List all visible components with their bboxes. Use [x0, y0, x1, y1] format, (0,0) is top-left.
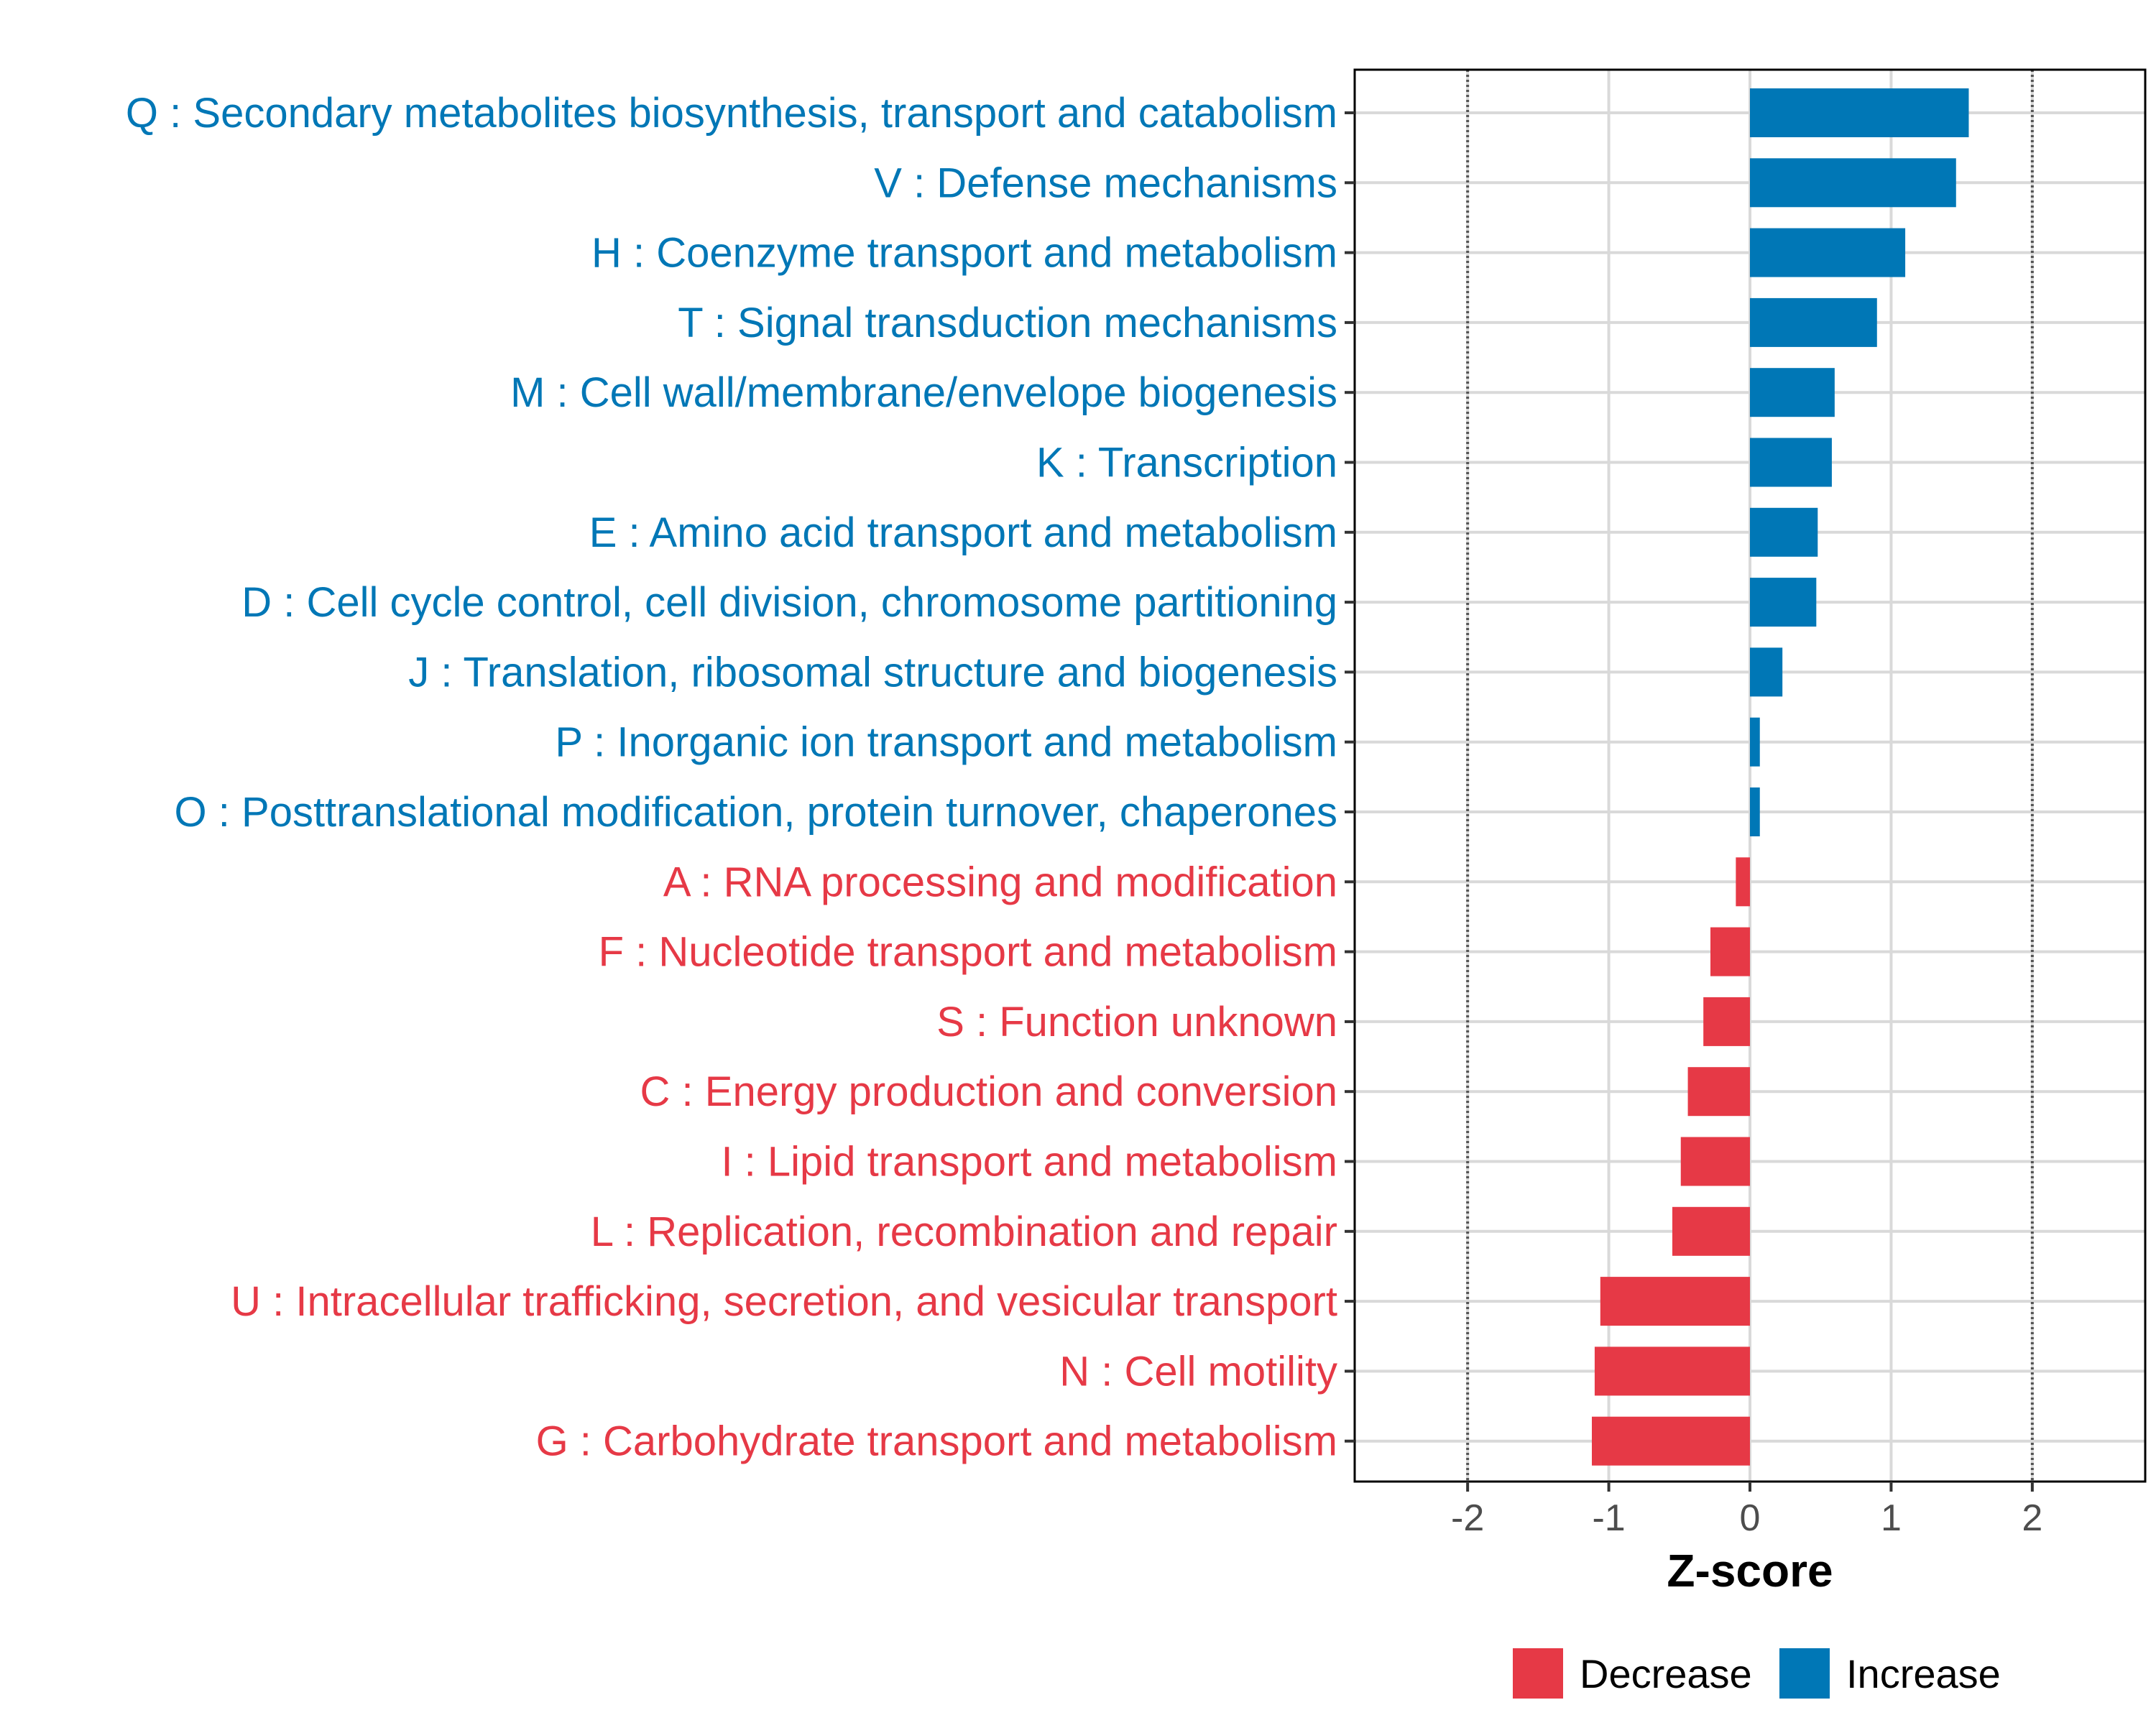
bar-decrease: [1594, 1346, 1750, 1396]
x-axis: -2 -1 0 1 2: [1451, 1482, 2042, 1539]
x-tick-label: -1: [1592, 1497, 1625, 1539]
category-label: D : Cell cycle control, cell division, c…: [241, 579, 1337, 626]
bar-decrease: [1687, 1067, 1750, 1117]
category-label: L : Replication, recombination and repai…: [591, 1209, 1337, 1255]
bar-decrease: [1710, 927, 1750, 976]
legend-label-increase: Increase: [1846, 1651, 2001, 1696]
category-label: N : Cell motility: [1059, 1348, 1337, 1395]
bar-increase: [1750, 368, 1835, 417]
category-label: P : Inorganic ion transport and metaboli…: [555, 719, 1337, 766]
bar-decrease: [1736, 857, 1750, 907]
category-label: F : Nucleotide transport and metabolism: [599, 929, 1337, 976]
bar-decrease: [1703, 997, 1750, 1046]
bar-increase: [1750, 228, 1906, 277]
bar-increase: [1750, 88, 1969, 137]
category-label: H : Coenzyme transport and metabolism: [591, 230, 1337, 277]
x-tick-label: 0: [1740, 1497, 1761, 1539]
x-tick-label: 2: [2022, 1497, 2042, 1539]
bar-increase: [1750, 647, 1783, 697]
bar-layer: [1592, 88, 1969, 1466]
reference-lines: [1466, 70, 2034, 1482]
x-axis-title: Z-score: [1667, 1545, 1833, 1597]
category-label: J : Translation, ribosomal structure and…: [408, 649, 1337, 696]
x-tick-label: -2: [1451, 1497, 1484, 1539]
legend-label-decrease: Decrease: [1580, 1651, 1752, 1696]
category-label: U : Intracellular trafficking, secretion…: [231, 1278, 1337, 1325]
legend: Decrease Increase: [1513, 1648, 2001, 1699]
category-label: K : Transcription: [1036, 440, 1337, 486]
category-label: E : Amino acid transport and metabolism: [589, 509, 1337, 556]
bar-decrease: [1600, 1277, 1750, 1326]
category-label: V : Defense mechanisms: [874, 160, 1337, 206]
bar-increase: [1750, 578, 1817, 627]
category-label: M : Cell wall/membrane/envelope biogenes…: [510, 369, 1337, 416]
bar-increase: [1750, 717, 1760, 767]
legend-swatch-increase: [1779, 1648, 1830, 1699]
category-label: S : Function unknown: [936, 999, 1337, 1045]
bar-increase: [1750, 787, 1760, 836]
legend-swatch-decrease: [1513, 1648, 1563, 1699]
category-label: Q : Secondary metabolites biosynthesis, …: [126, 90, 1337, 137]
grid-layer: [1355, 70, 2145, 1482]
x-tick-label: 1: [1881, 1497, 1902, 1539]
bar-decrease: [1680, 1137, 1750, 1186]
category-label: A : RNA processing and modification: [663, 859, 1337, 905]
category-label: O : Posttranslational modification, prot…: [175, 789, 1337, 836]
bar-decrease: [1672, 1206, 1750, 1256]
bar-increase: [1750, 158, 1956, 208]
bar-increase: [1750, 297, 1877, 347]
category-labels: Q : Secondary metabolites biosynthesis, …: [126, 90, 1355, 1465]
category-label: G : Carbohydrate transport and metabolis…: [536, 1418, 1337, 1465]
category-label: I : Lipid transport and metabolism: [721, 1139, 1337, 1186]
bar-increase: [1750, 507, 1818, 557]
bar-decrease: [1592, 1416, 1750, 1466]
category-label: C : Energy production and conversion: [640, 1068, 1337, 1115]
bar-increase: [1750, 438, 1832, 487]
category-label: T : Signal transduction mechanisms: [678, 300, 1337, 346]
